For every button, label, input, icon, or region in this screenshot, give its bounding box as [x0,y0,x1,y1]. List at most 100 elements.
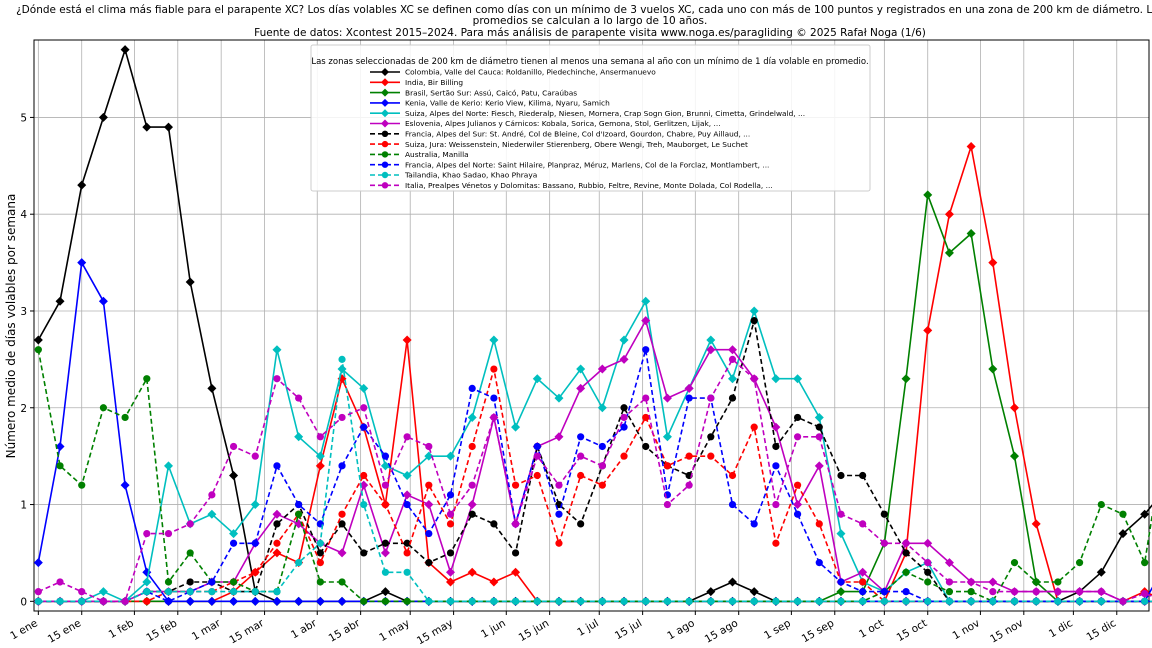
series-line [38,349,1152,603]
data-point [316,549,324,557]
legend-entry: Eslovenia, Alpes Julianos y Cárnicos: Ko… [370,119,721,128]
legend-swatch-marker [381,78,389,87]
data-point [902,597,910,605]
data-point [598,442,606,451]
data-point [1141,589,1149,598]
legend-swatch-marker [381,151,389,158]
data-point [793,597,802,605]
data-point [445,577,455,587]
legend-title: Las zonas seleccionadas de 200 km de diá… [311,57,868,67]
data-point [381,500,390,509]
x-tick-label: 15 may [415,617,455,647]
data-point [78,597,86,605]
data-point [446,597,455,605]
data-point [772,500,780,509]
legend: Las zonas seleccionadas de 200 km de diá… [310,44,871,192]
data-point [229,578,238,586]
data-point [360,597,368,605]
data-point [446,510,455,518]
data-point [446,491,455,499]
data-point [967,578,975,586]
data-point [1031,519,1041,529]
data-point [467,567,477,577]
data-point [490,394,498,402]
data-point [489,335,499,345]
data-point [402,490,412,500]
data-point [944,558,954,568]
data-point [403,568,411,576]
data-point [1119,597,1127,605]
data-point [380,587,390,597]
data-point [793,481,802,489]
data-point [99,404,108,412]
data-point [837,510,845,518]
data-point [924,578,932,586]
chart-title: ¿Dónde está el clima más fiable para el … [16,4,1152,39]
data-point [1097,597,1105,605]
legend-label: Kenia, Valle de Kerio: Kerio View, Kilim… [405,99,610,108]
legend-entry: Francia, Alpes del Norte: Saint Hilaire,… [370,160,769,169]
legend-entry: India, Bir Billing [370,78,463,87]
data-point [1054,597,1062,605]
data-point [272,345,282,355]
x-tick-label: 1 sep [762,617,793,642]
data-point [337,596,347,606]
data-point [772,539,780,547]
data-point [924,559,932,567]
data-point [338,520,346,528]
data-point [642,413,650,422]
data-point [576,383,586,393]
title-line-2: promedios se calculan a lo largo de 10 a… [473,15,708,27]
data-point [468,481,476,489]
data-point [620,413,628,422]
data-point [185,277,195,287]
data-point [467,412,477,422]
data-point [554,432,564,442]
series-layer [33,45,1152,606]
title-line-1: ¿Dónde está el clima más fiable para el … [16,4,1152,16]
data-point [315,596,325,606]
data-point [142,577,152,587]
data-point [967,588,975,596]
data-point [880,539,888,547]
data-point [620,404,628,412]
data-point [685,597,693,605]
data-point [1054,588,1062,596]
legend-swatch-marker [381,109,389,118]
data-point [207,596,217,606]
data-point [315,461,325,471]
data-point [707,433,715,441]
data-point [316,539,324,547]
x-tick-label: 15 oct [895,617,930,644]
data-point [642,442,650,451]
data-point [619,335,629,345]
legend-entry: Tailandia, Khao Sadao, Khao Phraya [370,171,537,180]
data-point [1140,509,1150,519]
data-point [793,433,802,441]
data-point [620,452,628,460]
x-tick-label: 1 oct [857,617,886,641]
data-point [1032,578,1040,586]
data-point [403,549,411,557]
data-point [685,481,693,489]
x-tick-label: 1 dic [1047,617,1075,640]
data-point [837,471,845,480]
y-tick-label: 2 [20,403,27,415]
data-point [229,588,238,596]
legend-swatch-marker [381,171,389,179]
y-axis: 0 1 2 3 4 5 [20,112,34,608]
data-point [1097,500,1105,509]
data-point [706,345,716,355]
data-point [707,452,715,460]
data-point [859,588,867,596]
data-point [663,500,672,509]
y-tick-label: 4 [20,209,27,221]
legend-label: Francia, Alpes del Sur: St. André, Col d… [405,130,750,139]
data-point [1010,403,1020,413]
data-point [250,596,260,606]
data-point [338,578,346,586]
data-point [272,596,282,606]
data-point [207,509,217,519]
data-point [143,597,151,605]
data-point [814,412,824,422]
